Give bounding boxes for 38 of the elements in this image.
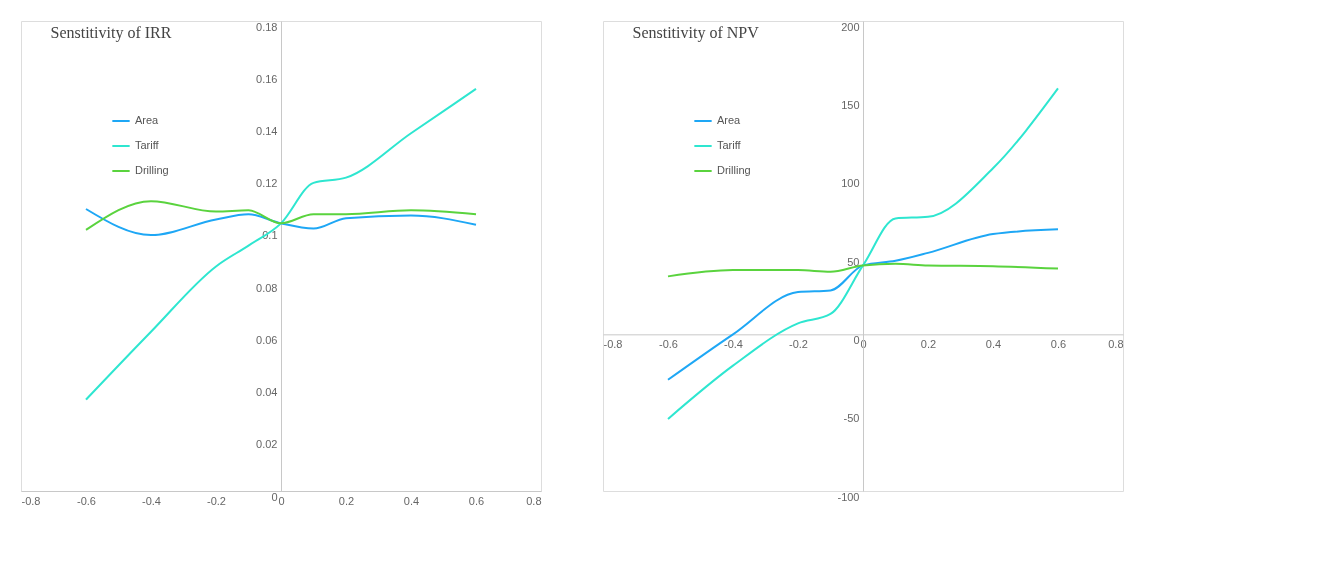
legend-label: Drilling <box>717 164 751 176</box>
x-tick-label: 0.2 <box>920 337 937 350</box>
x-tick-label: 0.4 <box>985 337 1002 350</box>
y-tick-label: 0.06 <box>256 333 278 346</box>
y-tick-label: 0.16 <box>256 72 278 85</box>
y-tick-label: 50 <box>847 255 860 268</box>
y-tick-label: 0.04 <box>256 386 278 399</box>
x-tick-label: 0.6 <box>468 494 485 507</box>
x-tick-label: -0.2 <box>789 337 808 350</box>
legend-label: Tariff <box>717 139 742 151</box>
legend-label: Tariff <box>135 139 160 151</box>
y-tick-label: 0.08 <box>256 281 278 294</box>
y-tick-label: 100 <box>841 177 860 190</box>
chart-title: Senstitivity of IRR <box>50 23 172 42</box>
x-tick-label: 0.2 <box>338 494 355 507</box>
x-tick-label: -0.2 <box>207 494 226 507</box>
x-tick-label: 0.6 <box>1050 337 1067 350</box>
y-tick-label: 0.12 <box>256 177 278 190</box>
y-tick-label: -100 <box>837 490 860 503</box>
y-tick-label: -50 <box>843 412 860 425</box>
x-tick-label: 0.8 <box>1108 337 1124 350</box>
y-tick-label: 0.18 <box>256 20 278 33</box>
x-tick-label: -0.4 <box>142 494 161 507</box>
x-tick-label: -0.6 <box>77 494 96 507</box>
y-tick-label: 150 <box>841 98 860 111</box>
legend-label: Area <box>135 114 160 126</box>
x-tick-label: -0.8 <box>21 494 41 507</box>
x-tick-label: -0.6 <box>659 337 678 350</box>
legend-label: Area <box>717 114 742 126</box>
chart-title: Senstitivity of NPV <box>632 23 760 42</box>
y-tick-label: 0.02 <box>256 438 278 451</box>
x-tick-label: -0.4 <box>724 337 743 350</box>
x-tick-label: 0.4 <box>403 494 420 507</box>
legend-label: Drilling <box>135 164 169 176</box>
x-tick-label: 0.8 <box>526 494 542 507</box>
y-tick-label: 200 <box>841 20 860 33</box>
x-tick-label: -0.8 <box>603 337 623 350</box>
y-tick-label: 0.14 <box>256 124 278 137</box>
